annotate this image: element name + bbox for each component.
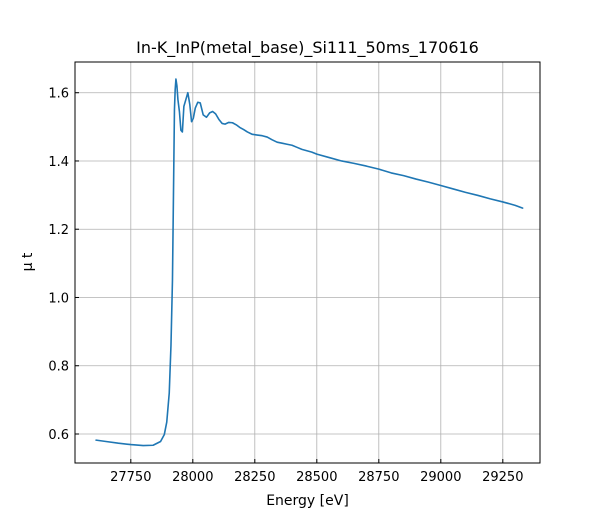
y-tick-label: 1.0 (48, 291, 69, 306)
plot-area (95, 78, 524, 447)
x-tick-label: 28500 (296, 470, 337, 485)
y-axis-label: μ t (20, 252, 36, 271)
x-tick-label: 27750 (110, 470, 151, 485)
axes-frame (74, 61, 541, 464)
y-tick-label: 1.6 (48, 87, 69, 102)
chart-title: In-K_InP(metal_base)_Si111_50ms_170616 (136, 38, 479, 58)
series-line (95, 78, 524, 447)
x-tick-label: 28750 (358, 470, 399, 485)
x-tick-label: 28000 (172, 470, 213, 485)
x-tick-label: 28250 (234, 470, 275, 485)
y-tick-label: 0.8 (48, 360, 69, 375)
y-tick-label: 1.2 (48, 223, 69, 238)
ticks: 27750 28000 28250 28500 28750 29000 29250 0.6 0.… (48, 87, 523, 485)
x-tick-label: 29000 (420, 470, 461, 485)
x-tick-label: 29250 (482, 470, 523, 485)
y-tick-label: 0.6 (48, 428, 69, 443)
grid (75, 62, 540, 463)
x-axis-label: Energy [eV] (266, 493, 349, 509)
y-tick-label: 1.4 (48, 155, 69, 170)
